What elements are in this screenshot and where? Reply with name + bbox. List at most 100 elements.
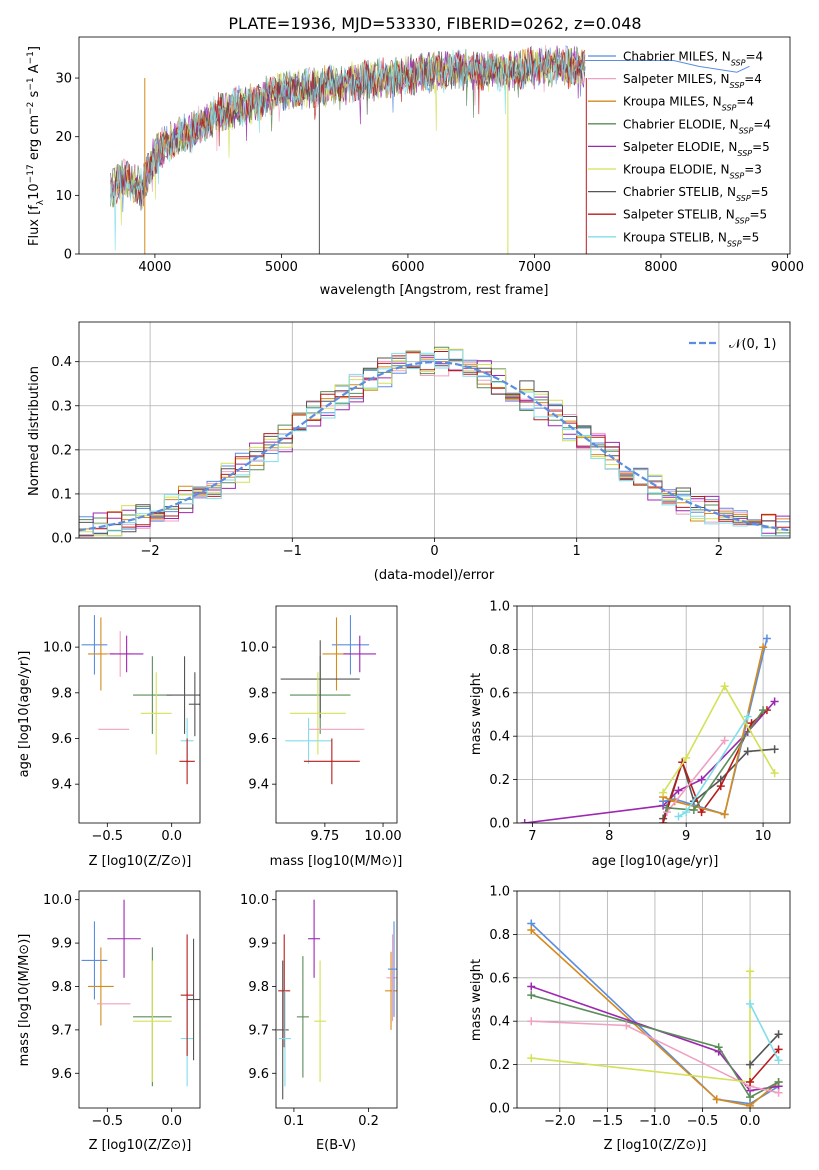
axes-frame: −2.0 −1.5 −1.0 −0.5 0.0 0.0 0.2 0.4 0.6 0.8 1.0	[489, 885, 791, 1129]
plus-marker	[720, 682, 729, 691]
plus-marker	[774, 1045, 783, 1054]
y-tick-label: 10.0	[43, 893, 72, 908]
y-tick-label: 20	[55, 130, 72, 145]
plot-area	[79, 346, 790, 537]
y-tick-label: 9.4	[248, 778, 269, 793]
mass-weight-vs-z-ylabel: mass weight	[469, 959, 484, 1041]
y-tick-label: 1.0	[489, 600, 510, 615]
axes-box	[516, 890, 791, 1109]
plus-marker	[527, 991, 536, 1000]
plot-area	[110, 44, 750, 254]
panel-age-vs-z: −0.5 0.0 9.4 9.6 9.8 10.0	[43, 605, 201, 844]
legend-value: =4	[745, 50, 763, 64]
y-tick-label: 0.3	[51, 399, 72, 414]
y-tick-label: 9.8	[248, 686, 269, 701]
axes-box	[78, 605, 201, 824]
ylabel-part: Flux [f	[27, 205, 42, 246]
y-tick-label: 9.8	[248, 980, 269, 995]
y-tick-label: 30	[55, 72, 72, 87]
legend-name: Salpeter ELODIE, N	[623, 140, 737, 154]
grid	[517, 890, 790, 1109]
x-tick-label: 0	[430, 544, 438, 559]
x-tick-label: −2	[141, 544, 160, 559]
legend-label: Salpeter ELODIE, NSSP=5	[623, 140, 770, 158]
plus-marker	[746, 967, 755, 976]
plus-marker	[720, 810, 729, 819]
mass-vs-ebv-xlabel: E(B-V)	[316, 1138, 356, 1153]
ylabel-part: −2	[26, 102, 36, 115]
age-vs-z-ylabel: age [log10(age/yr)]	[17, 651, 32, 778]
x-tick-label: 9000	[771, 260, 804, 275]
mass-weight-vs-age-ylabel: mass weight	[469, 673, 484, 755]
x-tick-label: −1.0	[639, 1114, 671, 1129]
mass-weight-vs-z-xlabel: Z [log10(Z/Z⊙)]	[604, 1138, 707, 1153]
legend-sub: SSP	[730, 171, 745, 180]
y-tick-label: 9.7	[51, 1023, 72, 1038]
ylabel-part: erg cm	[27, 115, 42, 164]
plus-marker	[674, 786, 683, 795]
y-tick-label: 0.4	[489, 1015, 510, 1030]
legend-sub: SSP	[727, 239, 742, 248]
plus-marker	[674, 812, 683, 821]
x-tick-label: 2	[715, 544, 723, 559]
legend-name: Salpeter MILES, N	[623, 72, 730, 86]
x-tick-label: −2.0	[544, 1114, 576, 1129]
legend-label: Chabrier ELODIE, NSSP=4	[623, 117, 771, 135]
y-tick-label: 10.0	[240, 641, 269, 656]
ylabel-part: λ	[36, 199, 46, 205]
panel-mass-weight-vs-age: 7 8 9 10 0.0 0.2 0.4 0.6 0.8 1.0	[489, 600, 791, 844]
legend-label: Kroupa STELIB, NSSP=5	[623, 230, 759, 248]
plus-marker	[746, 1060, 755, 1069]
y-tick-label: 10	[55, 189, 72, 204]
legend-name: Chabrier ELODIE, N	[623, 117, 739, 131]
y-tick-label: 9.7	[248, 1023, 269, 1038]
legend-value: =4	[736, 95, 754, 109]
plus-marker	[670, 797, 679, 806]
plus-marker	[682, 753, 691, 762]
panel-mass-vs-ebv: 0.1 0.2 9.6 9.7 9.8 9.9 10.0	[240, 890, 398, 1129]
legend-label: Salpeter MILES, NSSP=4	[623, 72, 762, 90]
legend-value: =5	[749, 208, 767, 222]
x-tick-label: 0.0	[740, 1114, 761, 1129]
mass-vs-z-xlabel: Z [log10(Z/Z⊙)]	[89, 1138, 192, 1153]
x-tick-label: 10	[755, 829, 772, 844]
y-tick-label: 9.6	[248, 1067, 269, 1082]
x-tick-label: −0.5	[92, 829, 124, 844]
y-tick-label: 0.6	[489, 971, 510, 986]
legend-value: =3	[744, 163, 762, 177]
y-tick-label: 9.6	[51, 732, 72, 747]
y-tick-label: 0.6	[489, 686, 510, 701]
legend-label: Chabrier STELIB, NSSP=5	[623, 185, 768, 203]
plus-marker	[746, 999, 755, 1008]
y-tick-label: 0.0	[51, 532, 72, 547]
ylabel-part: s	[27, 90, 42, 101]
plot-area	[81, 899, 200, 1087]
plus-marker	[774, 1056, 783, 1065]
plus-marker	[746, 1101, 755, 1108]
age-vs-z-xlabel: Z [log10(Z/Z⊙)]	[89, 854, 192, 869]
legend-name: Kroupa STELIB, N	[623, 230, 727, 244]
x-tick-label: −1.5	[592, 1114, 624, 1129]
ylabel-part: −17	[26, 164, 36, 183]
spectrum-ylabel: Flux [fλ10−17 erg cm−2 s−1 A−1]	[26, 46, 46, 246]
plus-marker	[697, 808, 706, 817]
ylabel-part: −1	[26, 51, 36, 64]
plus-marker	[714, 1043, 723, 1052]
plot-area	[276, 899, 397, 1100]
legend-sub: SSP	[736, 194, 751, 203]
x-tick-label: 4000	[138, 260, 171, 275]
plus-marker	[527, 1017, 536, 1026]
legend-name: Chabrier MILES, N	[623, 50, 731, 64]
residuals-ylabel: Normed distribution	[27, 366, 42, 496]
series-line	[662, 709, 768, 823]
axes-frame: 0.1 0.2 9.6 9.7 9.8 9.9 10.0	[240, 890, 398, 1129]
axes-box	[516, 605, 791, 824]
plus-marker	[762, 634, 771, 643]
axes-box	[275, 605, 398, 824]
plus-marker	[774, 1030, 783, 1039]
panel-mass-vs-z: −0.5 0.0 9.6 9.7 9.8 9.9 10.0	[43, 890, 201, 1129]
legend-sub: SSP	[731, 58, 746, 67]
legend-value: =5	[752, 140, 770, 154]
plus-marker	[662, 803, 671, 812]
